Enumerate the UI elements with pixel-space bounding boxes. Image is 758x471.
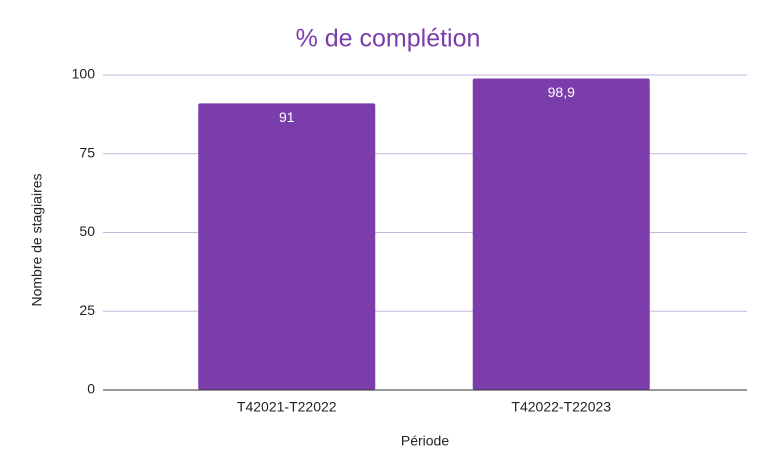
x-tick-label: T42021-T22022 — [237, 399, 337, 415]
value-label: 98,9 — [548, 84, 575, 100]
y-tick-label: 100 — [72, 66, 96, 82]
x-axis-label: Période — [401, 433, 449, 449]
y-tick-label: 50 — [79, 223, 95, 239]
value-label: 91 — [279, 109, 295, 125]
x-tick-label: T42022-T22023 — [511, 399, 611, 415]
y-tick-label: 25 — [79, 302, 95, 318]
y-tick-label: 75 — [79, 144, 95, 160]
bar — [472, 78, 650, 390]
y-axis-label: Nombre de stagiaires — [29, 173, 45, 306]
bar — [198, 103, 376, 390]
chart-title: % de complétion — [296, 25, 481, 53]
y-tick-label: 0 — [87, 381, 95, 397]
